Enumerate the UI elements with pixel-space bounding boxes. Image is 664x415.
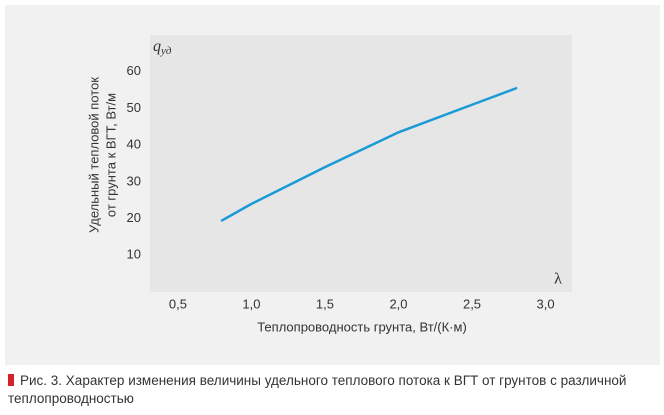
y-axis-label: Удельный тепловой поток: [86, 77, 101, 233]
chart: qуд λ Удельный тепловой поток от грунта …: [5, 5, 660, 365]
data-line: [220, 86, 518, 222]
y-tick-label: 50: [127, 100, 141, 115]
y-tick-label: 30: [127, 173, 141, 188]
y-tick-label: 20: [127, 210, 141, 225]
y-symbol: qуд: [153, 38, 172, 57]
caption-marker: [8, 374, 14, 386]
x-tick-label: 0,5: [169, 296, 187, 311]
y-tick-label: 10: [127, 247, 141, 262]
caption-text: Рис. 3. Характер изменения величины удел…: [8, 373, 627, 406]
y-axis-label: от грунта к ВГТ, Вт/м: [103, 93, 118, 217]
y-tick-label: 60: [127, 63, 141, 78]
y-symbol-sub: уд: [160, 45, 172, 57]
plot-area: [150, 35, 572, 292]
x-axis-label: Теплопроводность грунта, Вт/(К·м): [257, 319, 467, 334]
x-symbol: λ: [554, 271, 562, 288]
caption: Рис. 3. Характер изменения величины удел…: [8, 372, 658, 408]
x-tick-label: 1,0: [242, 296, 260, 311]
x-tick-label: 3,0: [536, 296, 554, 311]
x-tick-label: 1,5: [316, 296, 334, 311]
y-symbol-main: q: [153, 38, 161, 55]
x-tick-label: 2,5: [463, 296, 481, 311]
y-tick-label: 40: [127, 137, 141, 152]
x-tick-label: 2,0: [389, 296, 407, 311]
